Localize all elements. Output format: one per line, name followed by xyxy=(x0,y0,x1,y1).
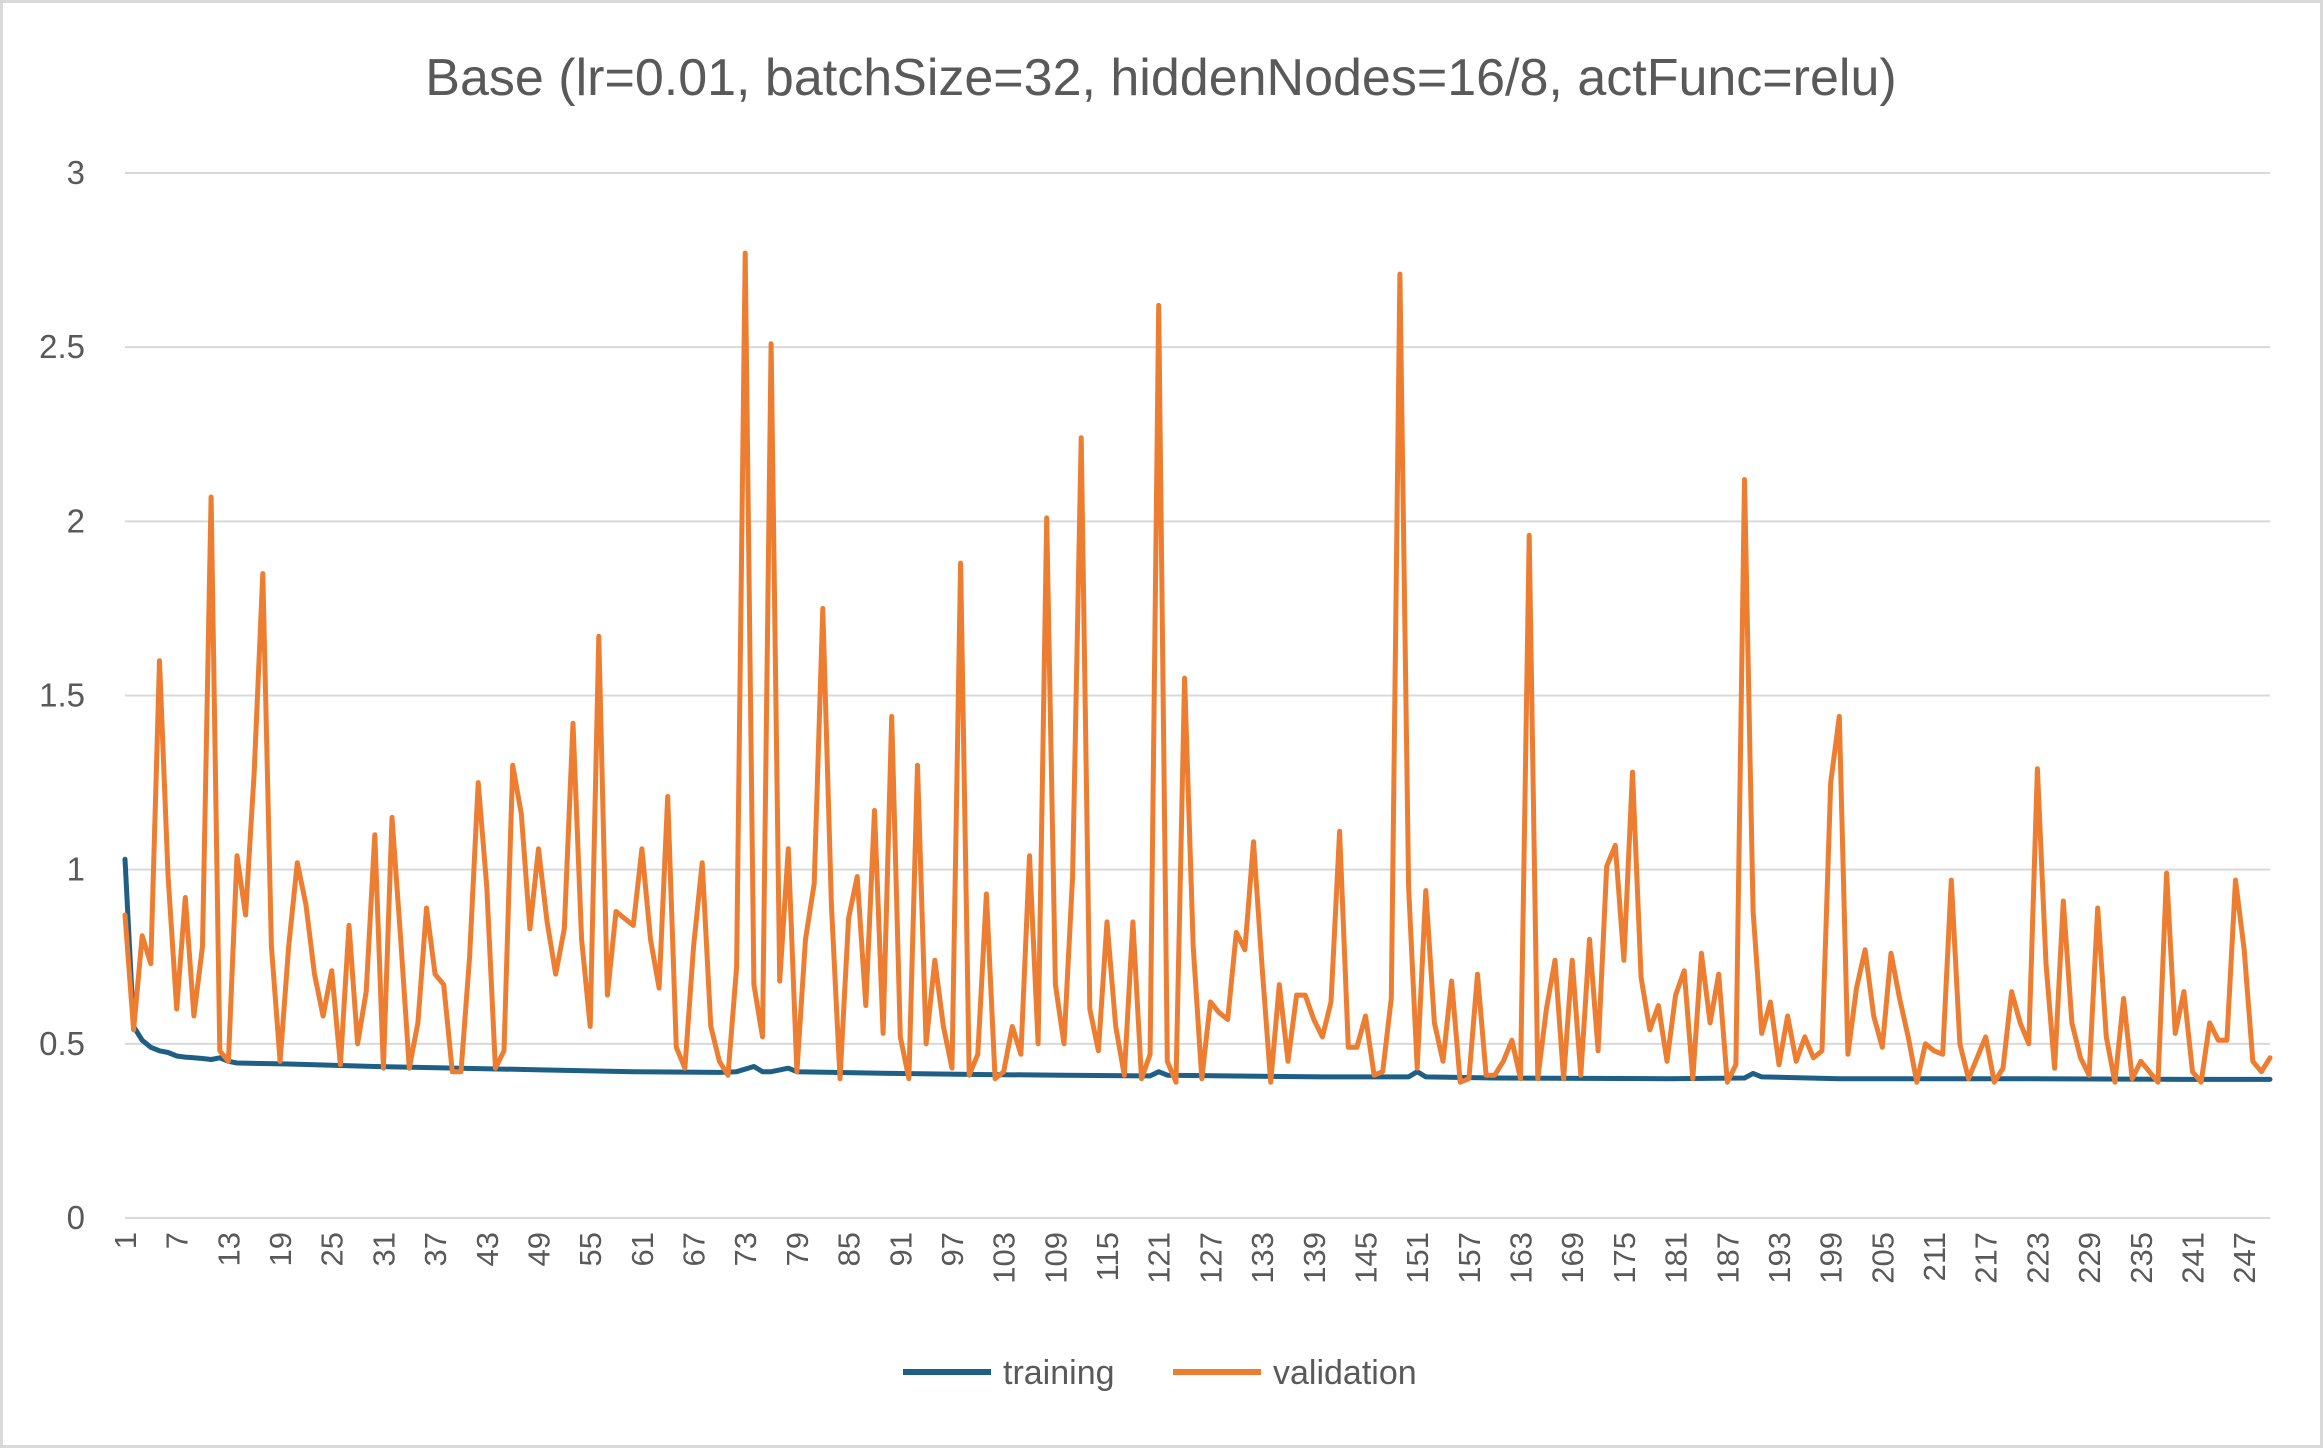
x-tick-label: 1 xyxy=(108,1232,143,1249)
x-tick-label: 235 xyxy=(2124,1232,2159,1284)
y-tick-label: 2 xyxy=(67,502,85,539)
x-tick-label: 85 xyxy=(832,1232,867,1266)
y-tick-label: 0 xyxy=(67,1199,85,1236)
x-tick-label: 97 xyxy=(935,1232,970,1266)
x-tick-label: 145 xyxy=(1348,1232,1383,1284)
y-tick-label: 1.5 xyxy=(39,677,85,714)
x-tick-label: 13 xyxy=(211,1232,246,1266)
series-lines xyxy=(122,250,2273,1085)
x-tick-label: 67 xyxy=(677,1232,712,1266)
x-tick-label: 151 xyxy=(1400,1232,1435,1284)
y-axis-ticks: 0 0.5 1 1.5 2 2.5 3 xyxy=(39,154,85,1236)
x-tick-label: 73 xyxy=(728,1232,763,1266)
x-tick-label: 169 xyxy=(1555,1232,1590,1284)
x-tick-label: 37 xyxy=(418,1232,453,1266)
x-tick-label: 223 xyxy=(2020,1232,2055,1284)
x-tick-label: 19 xyxy=(263,1232,298,1266)
x-tick-label: 205 xyxy=(1865,1232,1900,1284)
x-tick-label: 91 xyxy=(883,1232,918,1266)
x-tick-label: 25 xyxy=(315,1232,350,1266)
x-tick-label: 61 xyxy=(625,1232,660,1266)
x-tick-label: 157 xyxy=(1452,1232,1487,1284)
x-tick-label: 121 xyxy=(1142,1232,1177,1284)
x-tick-label: 229 xyxy=(2072,1232,2107,1284)
chart-title: Base (lr=0.01, batchSize=32, hiddenNodes… xyxy=(425,49,1896,107)
x-tick-label: 7 xyxy=(160,1232,195,1249)
x-tick-label: 79 xyxy=(780,1232,815,1266)
legend-label-training: training xyxy=(1003,1354,1115,1392)
x-tick-label: 247 xyxy=(2227,1232,2262,1284)
x-tick-label: 163 xyxy=(1504,1232,1539,1284)
y-tick-label: 0.5 xyxy=(39,1025,85,1062)
x-tick-label: 217 xyxy=(1969,1232,2004,1284)
y-tick-label: 1 xyxy=(67,851,85,888)
x-tick-label: 193 xyxy=(1762,1232,1797,1284)
x-tick-label: 109 xyxy=(1038,1232,1073,1284)
x-tick-label: 211 xyxy=(1917,1232,1952,1281)
x-tick-label: 103 xyxy=(987,1232,1022,1284)
series-line-training xyxy=(122,856,2273,1082)
x-tick-label: 133 xyxy=(1245,1232,1280,1284)
x-tick-label: 31 xyxy=(366,1232,401,1266)
x-tick-label: 199 xyxy=(1814,1232,1849,1284)
legend-label-validation: validation xyxy=(1273,1354,1417,1392)
x-tick-label: 181 xyxy=(1659,1232,1694,1284)
series-line-validation xyxy=(122,250,2273,1085)
x-tick-label: 187 xyxy=(1710,1232,1745,1284)
x-axis-ticks: 1 7 13 19 25 31 37 43 49 55 61 67 73 79 85 91 97 103 109 11… xyxy=(108,1232,2262,1284)
y-tick-label: 2.5 xyxy=(39,328,85,365)
x-tick-label: 175 xyxy=(1607,1232,1642,1284)
x-tick-label: 115 xyxy=(1090,1232,1125,1281)
gridlines xyxy=(125,172,2270,1219)
y-tick-label: 3 xyxy=(67,154,85,191)
x-tick-label: 55 xyxy=(573,1232,608,1266)
x-tick-label: 127 xyxy=(1193,1232,1228,1284)
legend: training validation xyxy=(903,1354,1417,1392)
x-tick-label: 49 xyxy=(521,1232,556,1266)
x-tick-label: 139 xyxy=(1297,1232,1332,1284)
x-tick-label: 241 xyxy=(2175,1232,2210,1284)
x-tick-label: 43 xyxy=(470,1232,505,1266)
